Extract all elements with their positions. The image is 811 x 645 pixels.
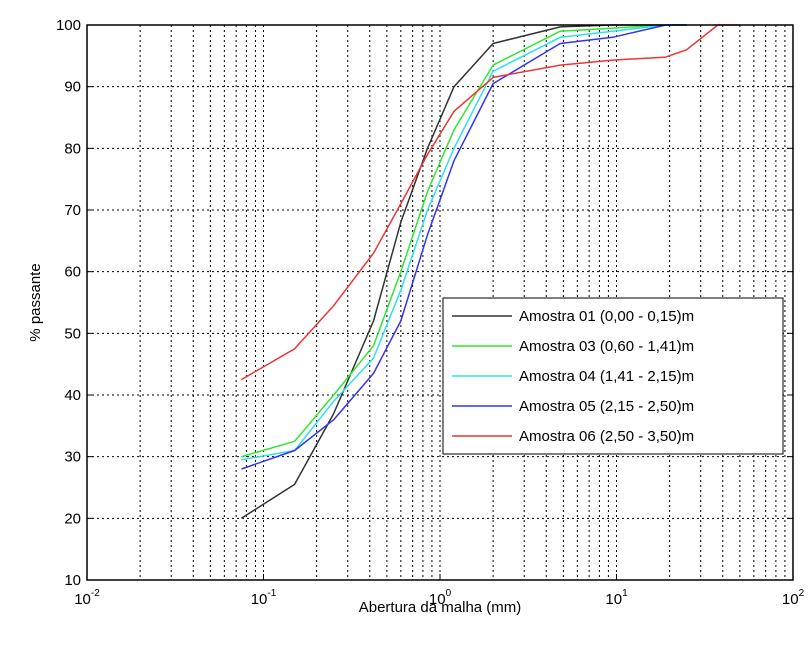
x-tick-label: 10-1 [251, 588, 277, 608]
x-tick-label: 102 [782, 588, 805, 608]
y-tick-label: 10 [64, 572, 81, 589]
y-axis-label: % passante [27, 263, 44, 341]
y-tick-label: 100 [56, 17, 81, 34]
series-line-2 [241, 24, 687, 458]
x-tick-label: 101 [605, 588, 628, 608]
tick-labels: 10 20 30 40 50 60 70 80 90 100 10-2 10-1 100 101 102 [56, 17, 805, 608]
y-tick-label: 80 [64, 140, 81, 157]
y-tick-label: 90 [64, 79, 81, 96]
series-line-4 [241, 24, 687, 470]
y-tick-label: 20 [64, 510, 81, 527]
legend-label-1: Amostra 01 (0,00 - 0,15)m [519, 308, 694, 325]
legend-label-4: Amostra 05 (2,15 - 2,50)m [519, 398, 694, 415]
y-tick-label: 30 [64, 449, 81, 466]
legend-label-5: Amostra 06 (2,50 - 3,50)m [519, 428, 694, 445]
legend: Amostra 01 (0,00 - 0,15)m Amostra 03 (0,6… [442, 297, 784, 455]
x-tick-label: 10-2 [74, 588, 100, 608]
y-tick-label: 40 [64, 387, 81, 404]
legend-label-2: Amostra 03 (0,60 - 1,41)m [519, 338, 694, 355]
series-line-3 [241, 24, 687, 461]
x-axis-label: Abertura da malha (mm) [359, 599, 522, 616]
y-tick-label: 70 [64, 202, 81, 219]
y-tick-label: 60 [64, 264, 81, 281]
series-line-5 [241, 24, 740, 381]
legend-label-3: Amostra 04 (1,41 - 2,15)m [519, 368, 694, 385]
x-tick-label: 100 [429, 588, 452, 608]
y-tick-label: 50 [64, 325, 81, 342]
